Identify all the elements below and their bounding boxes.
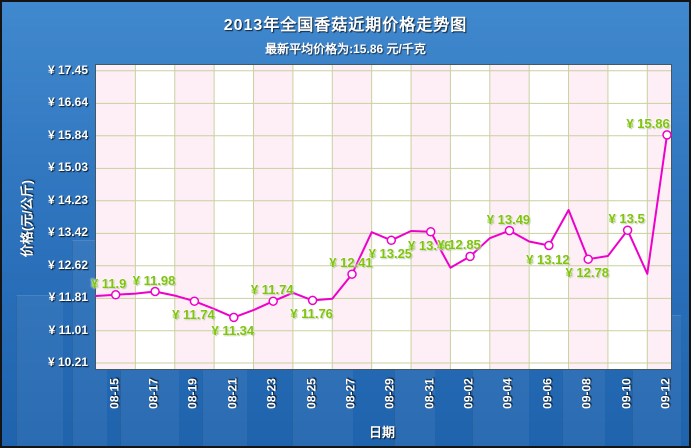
data-point-marker[interactable] <box>229 312 239 323</box>
y-tick-label: ¥ 14.23 <box>47 192 88 207</box>
data-point-label: ¥ 12.41 <box>329 255 373 271</box>
data-point-marker[interactable] <box>583 254 593 264</box>
data-point-marker[interactable] <box>504 225 515 236</box>
y-tick-label: ¥ 11.81 <box>48 290 88 305</box>
x-tick-label: 09-10 <box>619 378 634 409</box>
data-point-label: ¥ 13.49 <box>486 211 531 227</box>
data-point-marker[interactable] <box>622 225 633 235</box>
data-point-label: ¥ 11.74 <box>172 307 215 323</box>
data-point-label: ¥ 13.25 <box>368 246 413 262</box>
data-point-marker[interactable] <box>150 286 160 297</box>
data-point-label: ¥ 11.76 <box>290 306 333 322</box>
y-tick-label: ¥ 15.03 <box>47 160 88 175</box>
data-point-label: ¥ 13.12 <box>526 251 570 267</box>
data-point-marker[interactable] <box>425 227 436 237</box>
data-point-marker[interactable] <box>189 296 200 306</box>
y-tick-label: ¥ 13.42 <box>47 225 88 240</box>
data-point-marker[interactable] <box>307 295 318 306</box>
x-tick-label: 09-02 <box>461 378 476 409</box>
x-tick-label: 08-31 <box>422 378 437 409</box>
data-point-label: ¥ 11.74 <box>250 282 294 298</box>
x-tick-label: 08-23 <box>264 378 279 409</box>
data-point-label: ¥ 11.34 <box>211 323 255 339</box>
x-tick-label: 08-27 <box>343 378 358 409</box>
x-tick-label: 09-04 <box>500 378 515 409</box>
data-point-marker[interactable] <box>544 240 554 251</box>
x-tick-label: 08-19 <box>185 378 200 409</box>
x-tick-label: 08-29 <box>382 378 397 409</box>
x-tick-label: 08-17 <box>146 378 161 409</box>
y-tick-label: ¥ 17.45 <box>47 62 88 77</box>
data-point-label: ¥ 13.5 <box>608 211 645 227</box>
y-tick-label: ¥ 10.21 <box>47 355 88 369</box>
plot-area <box>95 64 672 370</box>
x-axis-title: 日期 <box>368 425 395 440</box>
x-tick-label: 09-06 <box>540 378 555 409</box>
data-point-label: ¥ 12.85 <box>437 237 481 253</box>
x-tick-label: 08-21 <box>225 378 240 409</box>
chart-title: 2013年全国香菇近期价格走势图 <box>223 17 468 34</box>
data-point-label: ¥ 13.46 <box>408 237 452 253</box>
chart-subtitle: 最新平均价格为:15.86 元/千克 <box>265 42 426 56</box>
data-point-marker[interactable] <box>110 290 121 300</box>
data-point-marker[interactable] <box>465 251 475 262</box>
data-point-marker[interactable] <box>662 130 672 140</box>
y-tick-label: ¥ 16.64 <box>47 95 88 110</box>
y-tick-label: ¥ 11.01 <box>48 322 88 337</box>
x-tick-label: 08-15 <box>107 378 122 409</box>
data-point-marker[interactable] <box>268 296 278 306</box>
y-tick-label: ¥ 12.62 <box>47 257 88 272</box>
data-point-marker[interactable] <box>347 269 357 279</box>
data-point-label: ¥ 15.86 <box>626 115 670 131</box>
data-point-label: ¥ 11.9 <box>90 275 127 291</box>
x-tick-label: 08-25 <box>304 378 319 409</box>
skyline-decoration <box>16 295 63 446</box>
data-point-label: ¥ 11.98 <box>132 272 176 288</box>
y-tick-label: ¥ 15.84 <box>47 127 88 142</box>
x-tick-label: 09-12 <box>658 378 673 409</box>
data-point-label: ¥ 12.78 <box>565 265 609 281</box>
x-tick-label: 09-08 <box>579 378 594 409</box>
data-point-marker[interactable] <box>386 235 397 246</box>
